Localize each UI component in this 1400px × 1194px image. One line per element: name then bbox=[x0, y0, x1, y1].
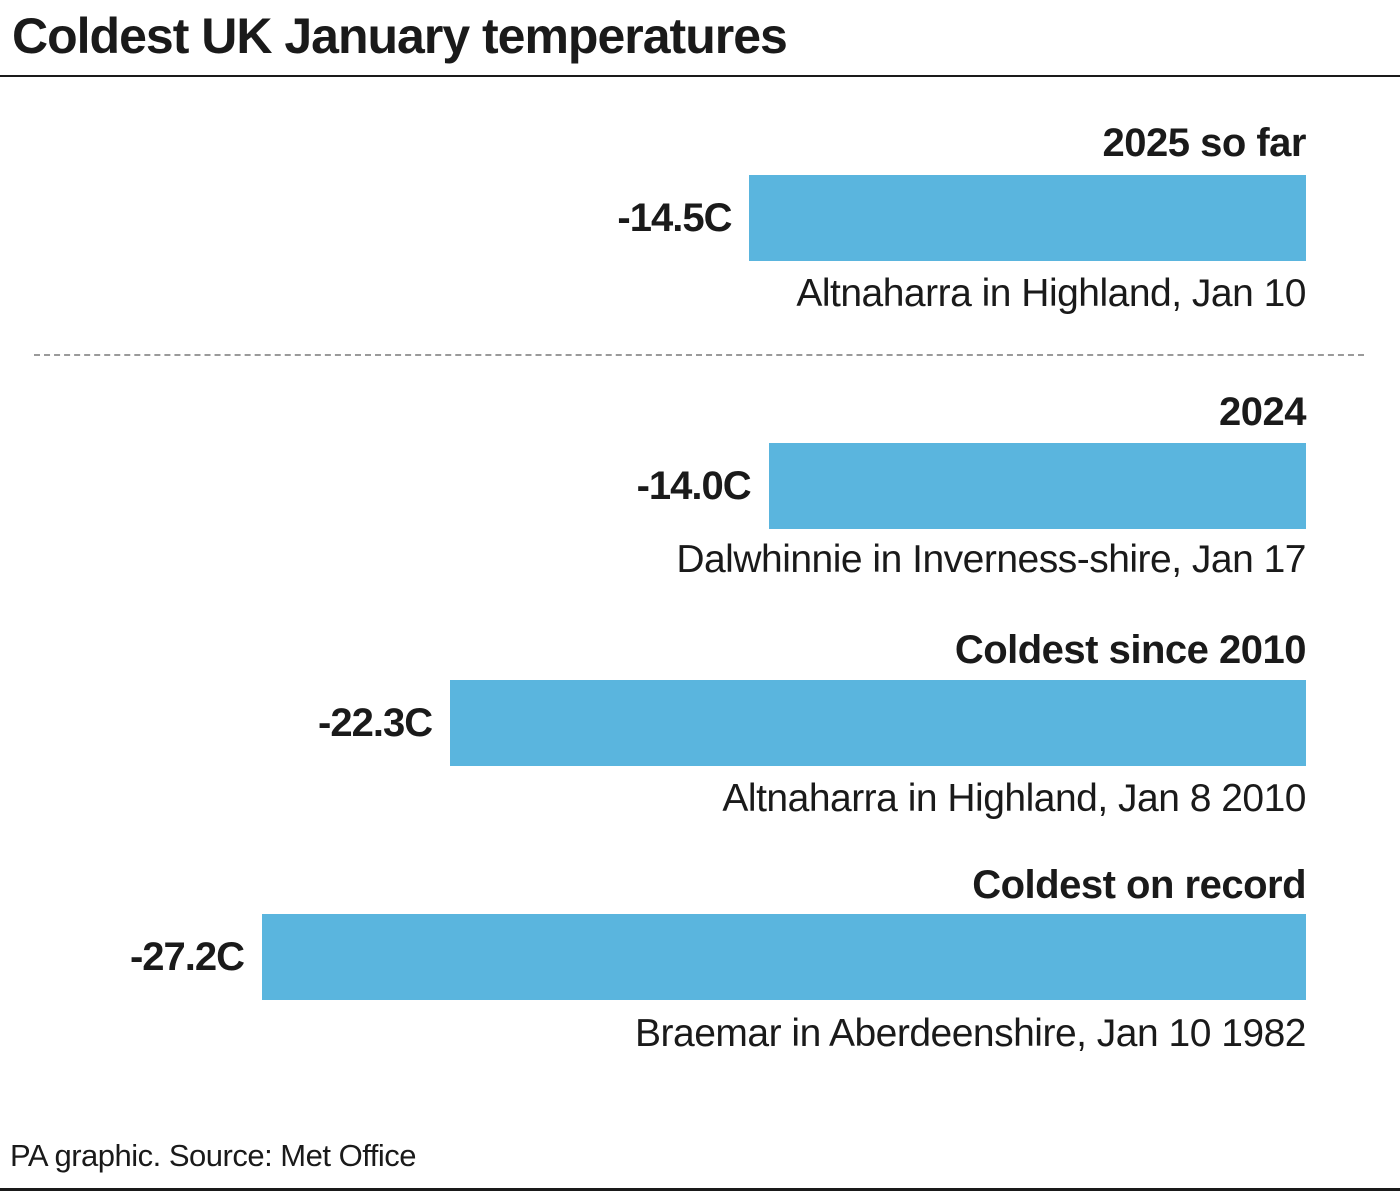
value-label-2025: -14.5C bbox=[617, 196, 732, 240]
bar-2025 bbox=[749, 175, 1306, 261]
source-note: PA graphic. Source: Met Office bbox=[10, 1138, 417, 1173]
chart-title: Coldest UK January temperatures bbox=[12, 8, 788, 64]
bar-heading-2025: 2025 so far bbox=[1102, 121, 1306, 165]
value-label-2024: -14.0C bbox=[636, 464, 752, 508]
location-label-2025: Altnaharra in Highland, Jan 10 bbox=[796, 272, 1306, 315]
location-label-2024: Dalwhinnie in Inverness-shire, Jan 17 bbox=[676, 538, 1306, 581]
value-label-since-2010: -22.3C bbox=[318, 701, 433, 745]
bar-heading-2024: 2024 bbox=[1219, 390, 1306, 434]
bar-record bbox=[262, 914, 1306, 1000]
location-label-since-2010: Altnaharra in Highland, Jan 8 2010 bbox=[722, 777, 1306, 820]
title-rule bbox=[0, 75, 1400, 77]
value-label-record: -27.2C bbox=[129, 935, 245, 979]
bar-heading-record: Coldest on record bbox=[972, 863, 1306, 907]
bar-heading-since-2010: Coldest since 2010 bbox=[954, 628, 1307, 672]
bottom-rule bbox=[0, 1188, 1400, 1191]
bar-2024 bbox=[768, 443, 1306, 529]
location-label-record: Braemar in Aberdeenshire, Jan 10 1982 bbox=[635, 1012, 1306, 1055]
bar-since-2010 bbox=[450, 680, 1306, 766]
dashed-divider bbox=[34, 354, 1364, 356]
